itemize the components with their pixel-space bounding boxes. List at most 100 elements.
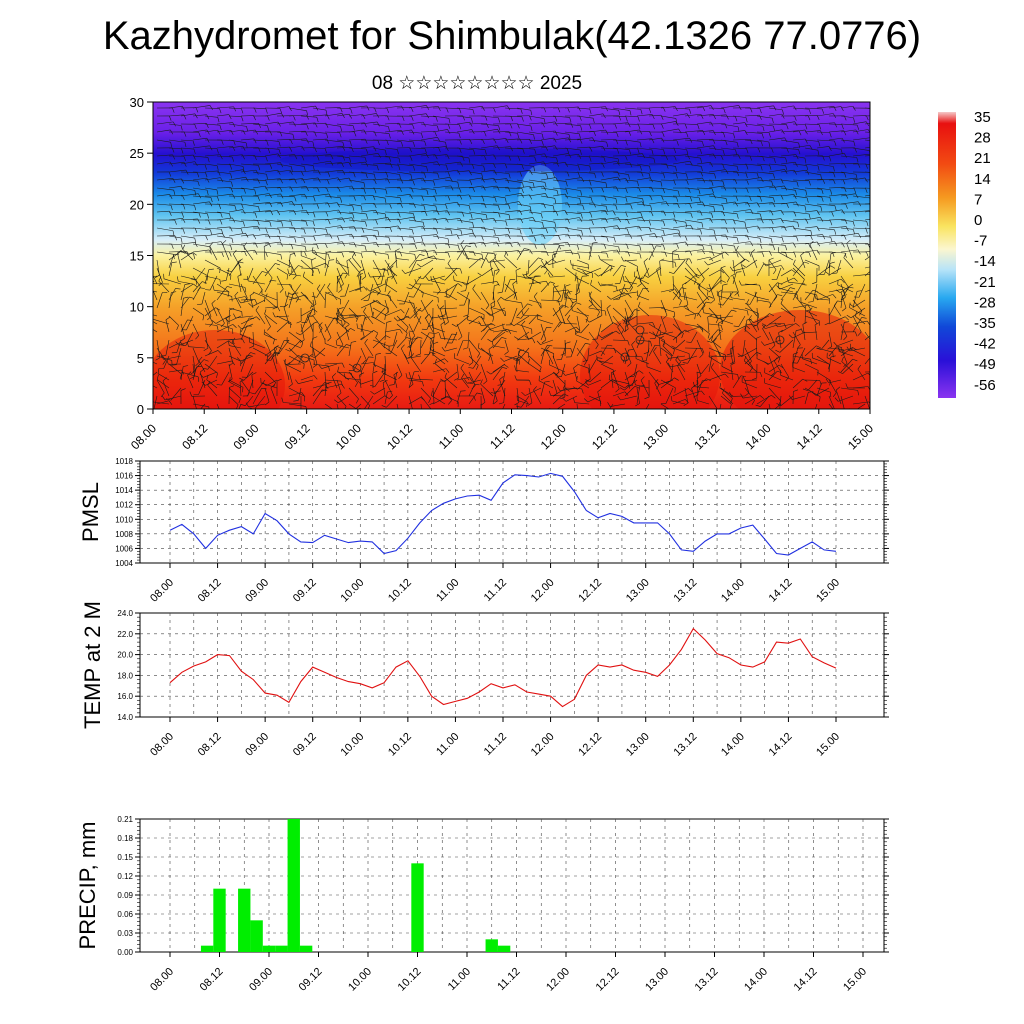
wind-barb-flag — [346, 344, 352, 347]
wind-barb — [780, 269, 792, 277]
wind-barb — [647, 267, 662, 278]
wind-barb — [228, 296, 246, 301]
wind-barb — [792, 187, 806, 191]
wind-barb-flag — [747, 202, 751, 207]
wind-barb-flag — [750, 249, 756, 254]
wind-barb — [780, 235, 797, 237]
wind-barb-flag — [615, 198, 618, 204]
wind-barb — [252, 219, 270, 223]
wind-barb-flag — [601, 413, 606, 414]
wind-barb-flag — [220, 177, 224, 183]
wind-barb — [454, 280, 470, 285]
wind-barb — [840, 123, 858, 126]
wind-barb-flag — [762, 323, 767, 327]
wind-barb — [768, 210, 782, 213]
wind-barb — [324, 131, 340, 133]
wind-barb-flag — [375, 219, 378, 225]
wind-barb-flag — [632, 324, 638, 328]
wind-barb-flag — [618, 246, 620, 252]
wind-barb-flag — [486, 311, 491, 316]
wind-barb — [336, 331, 344, 345]
wind-barb-flag — [229, 251, 232, 257]
wind-barb — [480, 185, 497, 189]
wind-barb — [576, 131, 594, 133]
wind-barb-flag — [707, 340, 712, 343]
wind-barb — [400, 348, 410, 365]
wind-barb-flag — [830, 237, 833, 243]
wind-barb-flag — [699, 210, 703, 216]
wind-barb — [396, 163, 414, 167]
wind-barb-flag — [556, 161, 560, 167]
wind-barb-flag — [736, 237, 739, 243]
wind-barb — [467, 331, 470, 348]
wind-barb — [228, 187, 245, 190]
wind-barb — [192, 122, 207, 125]
wind-barb-flag — [638, 226, 642, 231]
wind-barb-flag — [180, 337, 186, 342]
wind-barb-flag — [350, 108, 353, 114]
wind-barb — [228, 123, 247, 127]
wind-barb-flag — [556, 157, 559, 163]
wind-barb-flag — [172, 154, 176, 160]
wind-barb — [324, 293, 326, 309]
wind-barb-flag — [326, 133, 329, 139]
wind-barb-flag — [818, 141, 821, 147]
wind-barb-flag — [675, 121, 679, 126]
wind-barb-flag — [574, 292, 580, 296]
wind-barb-flag — [627, 316, 633, 318]
wind-barb — [276, 267, 289, 275]
wind-barb — [264, 339, 272, 354]
wind-barbs — [153, 105, 870, 414]
wind-barb — [364, 342, 374, 357]
wind-barb-flag — [366, 236, 369, 242]
wind-barb-flag — [793, 211, 797, 217]
wind-barb — [840, 139, 854, 142]
wind-barb-flag — [708, 296, 714, 299]
wind-barb-flag — [744, 324, 747, 330]
wind-barb-flag — [232, 217, 236, 223]
wind-barb — [229, 381, 242, 389]
wind-barb-flag — [337, 366, 340, 372]
wind-barb-flag — [437, 304, 440, 310]
wind-barb — [696, 171, 715, 174]
wind-barb-flag — [569, 117, 572, 123]
wind-barb-flag — [429, 402, 435, 406]
wind-barb — [288, 210, 307, 213]
wind-barb-flag — [838, 371, 843, 374]
wind-barb-flag — [239, 379, 245, 383]
x-tick-label: 14.12 — [767, 577, 795, 605]
wind-barb-flag — [496, 145, 500, 151]
wind-barb-flag — [365, 173, 368, 179]
wind-barb — [288, 138, 307, 141]
wind-barb-flag — [555, 116, 558, 122]
wind-barb — [432, 129, 448, 133]
wind-barb — [168, 218, 183, 221]
wind-barb-flag — [242, 209, 246, 215]
wind-barb-flag — [447, 129, 451, 134]
wind-barb — [780, 105, 794, 109]
wind-barb — [518, 354, 530, 365]
wind-barb — [180, 298, 184, 317]
wind-barb — [420, 291, 439, 298]
wind-barb-flag — [342, 241, 346, 247]
wind-barb — [432, 177, 451, 181]
wind-barb — [444, 107, 460, 109]
wind-barb — [518, 331, 530, 340]
wind-barb — [717, 292, 722, 309]
wind-barb — [434, 363, 446, 373]
wind-barb — [780, 187, 796, 191]
wind-barb — [504, 218, 521, 221]
wind-barb-flag — [483, 227, 487, 232]
wind-barb-flag — [447, 171, 451, 177]
wind-barb — [828, 316, 846, 325]
wind-barb-flag — [424, 148, 427, 154]
wind-barb-flag — [387, 290, 391, 295]
wind-barb — [238, 261, 242, 277]
wind-barb — [744, 329, 758, 341]
wind-barb — [177, 252, 182, 269]
wind-barb-flag — [841, 356, 844, 362]
wind-barb — [502, 371, 506, 385]
wind-barb — [513, 315, 530, 327]
wind-barb-flag — [197, 181, 200, 187]
wind-barb-flag — [456, 234, 460, 240]
